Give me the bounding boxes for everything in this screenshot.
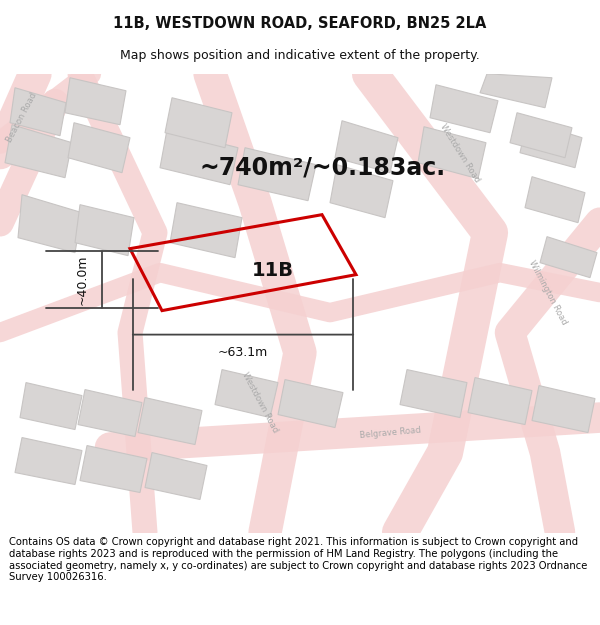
Text: ~63.1m: ~63.1m (218, 346, 268, 359)
Polygon shape (68, 122, 130, 172)
Text: 11B, WESTDOWN ROAD, SEAFORD, BN25 2LA: 11B, WESTDOWN ROAD, SEAFORD, BN25 2LA (113, 16, 487, 31)
Polygon shape (5, 125, 72, 177)
Text: Map shows position and indicative extent of the property.: Map shows position and indicative extent… (120, 49, 480, 62)
Polygon shape (335, 121, 398, 172)
Polygon shape (400, 369, 467, 418)
Text: Contains OS data © Crown copyright and database right 2021. This information is : Contains OS data © Crown copyright and d… (9, 538, 587, 582)
Polygon shape (540, 237, 597, 278)
Text: ~40.0m: ~40.0m (76, 254, 89, 305)
Polygon shape (532, 386, 595, 432)
Polygon shape (80, 446, 147, 493)
Polygon shape (215, 369, 278, 418)
Text: 11B: 11B (251, 261, 293, 279)
Polygon shape (430, 85, 498, 132)
Polygon shape (480, 74, 552, 108)
Polygon shape (520, 121, 582, 168)
Text: Westdown Road: Westdown Road (240, 371, 280, 434)
Text: Beacon Road: Beacon Road (5, 91, 39, 144)
Text: ~740m²/~0.183ac.: ~740m²/~0.183ac. (200, 156, 446, 180)
Text: Belgrave Road: Belgrave Road (359, 426, 421, 440)
Polygon shape (330, 165, 393, 217)
Text: Wilmington Road: Wilmington Road (527, 259, 569, 326)
Polygon shape (65, 78, 126, 125)
Polygon shape (468, 378, 532, 424)
Polygon shape (238, 148, 316, 201)
Polygon shape (165, 98, 232, 148)
Polygon shape (170, 202, 242, 258)
Polygon shape (10, 88, 66, 136)
Polygon shape (18, 194, 82, 252)
Polygon shape (138, 398, 202, 444)
Text: Westdown Road: Westdown Road (439, 122, 482, 184)
Polygon shape (278, 379, 343, 428)
Polygon shape (78, 389, 142, 436)
Polygon shape (145, 452, 207, 499)
Polygon shape (160, 130, 238, 185)
Polygon shape (418, 127, 486, 179)
Polygon shape (510, 112, 572, 158)
Polygon shape (20, 382, 82, 429)
Polygon shape (525, 177, 585, 222)
Polygon shape (75, 204, 134, 256)
Polygon shape (15, 438, 82, 484)
